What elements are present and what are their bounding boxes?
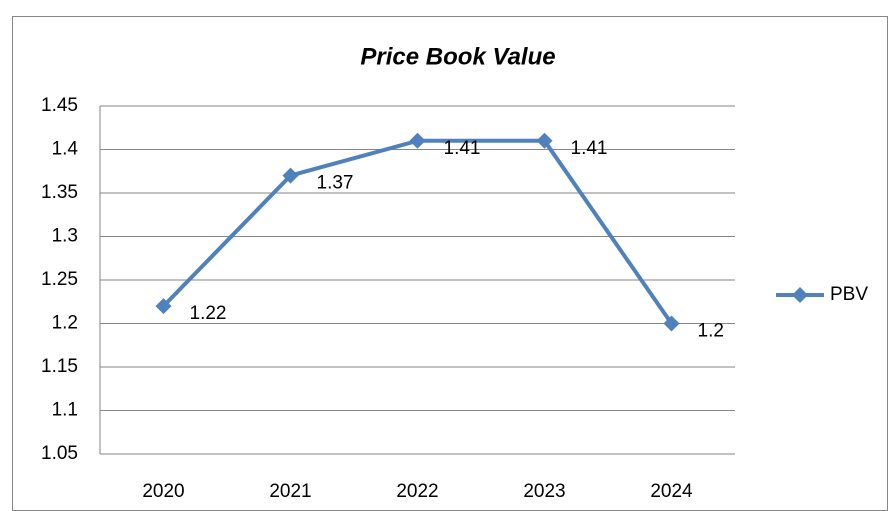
data-label: 1.41 — [571, 138, 608, 159]
x-tick-label: 2023 — [523, 481, 565, 502]
legend-label: PBV — [830, 284, 868, 305]
data-label: 1.37 — [317, 173, 354, 194]
x-tick-label: 2020 — [142, 481, 184, 502]
y-tick-label: 1.35 — [41, 182, 78, 203]
marker — [536, 132, 553, 149]
y-tick-label: 1.25 — [41, 269, 78, 290]
marker — [663, 315, 680, 332]
y-tick-label: 1.05 — [41, 443, 78, 464]
y-tick-label: 1.45 — [41, 95, 78, 116]
chart-border — [12, 16, 888, 511]
x-tick-label: 2022 — [396, 481, 438, 502]
x-tick-label: 2024 — [650, 481, 693, 502]
marker — [155, 298, 172, 315]
marker — [409, 132, 426, 149]
marker — [282, 167, 299, 184]
data-label: 1.41 — [444, 138, 481, 159]
x-tick-label: 2021 — [269, 481, 311, 502]
y-tick-label: 1.4 — [52, 139, 79, 160]
y-tick-label: 1.3 — [52, 226, 78, 247]
data-label: 1.2 — [698, 321, 724, 342]
legend-marker — [792, 287, 808, 303]
chart-title: Price Book Value — [360, 43, 555, 70]
data-label: 1.22 — [190, 303, 227, 324]
y-tick-label: 1.15 — [41, 356, 78, 377]
y-tick-label: 1.1 — [52, 400, 78, 421]
y-tick-label: 1.2 — [52, 313, 78, 334]
